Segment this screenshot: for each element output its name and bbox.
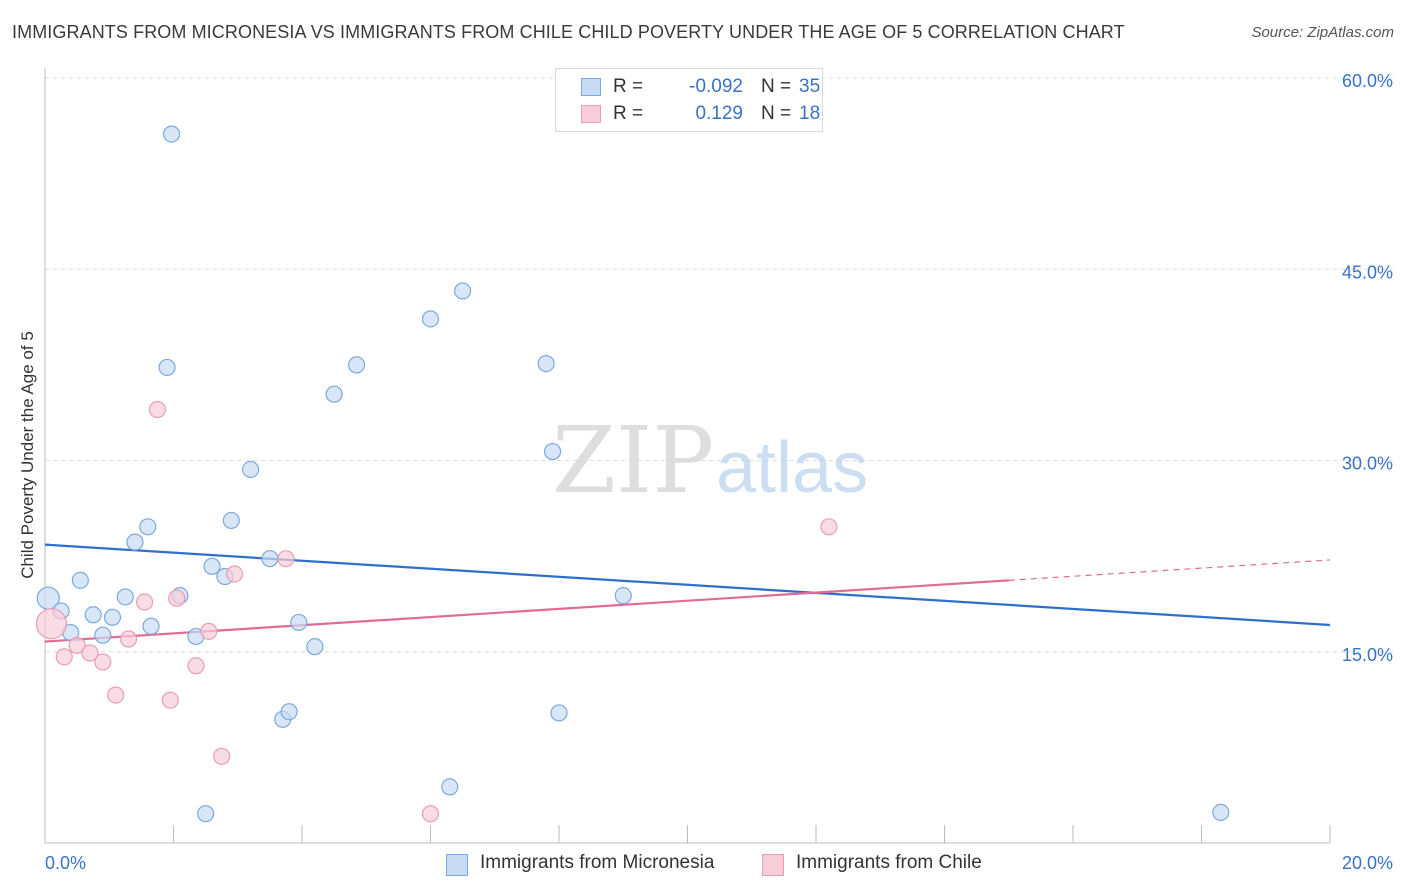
point-micronesia: [1212, 803, 1230, 822]
point-micronesia: [139, 518, 157, 536]
bottom-legend-label: Immigrants from Chile: [796, 852, 982, 873]
point-chile: [148, 400, 167, 419]
bottom-legend-swatch-blue: [446, 854, 468, 876]
watermark: ZIP atlas: [552, 407, 868, 514]
legend-r-label: R =: [613, 103, 644, 124]
point-micronesia: [441, 778, 459, 796]
point-micronesia: [222, 511, 240, 530]
point-micronesia: [261, 550, 279, 568]
point-chile: [225, 565, 244, 583]
legend-r-value: -0.092: [689, 76, 743, 97]
tick-labels: 15.0% 30.0% 45.0% 60.0% 0.0% 20.0%: [45, 71, 1393, 873]
legend-n-label: N =: [761, 76, 792, 97]
point-chile: [213, 747, 231, 765]
point-micronesia: [84, 606, 102, 624]
point-chile: [119, 630, 138, 648]
point-chile: [55, 648, 73, 666]
point-micronesia: [280, 703, 298, 721]
point-chile: [161, 691, 179, 709]
legend-n-value: 35: [799, 76, 821, 97]
point-chile: [200, 622, 218, 640]
watermark-atlas: atlas: [716, 428, 868, 508]
point-micronesia: [126, 533, 144, 551]
point-chile: [94, 653, 112, 671]
watermark-zip: ZIP: [552, 407, 714, 514]
point-chile: [277, 550, 295, 568]
legend-swatch-blue: [581, 78, 601, 96]
stats-legend: R = -0.092 N = 35 R = 0.129 N = 18: [555, 68, 823, 132]
point-micronesia: [71, 571, 89, 589]
y-tick-label: 60.0%: [1342, 71, 1393, 91]
x-tick-label: 20.0%: [1342, 853, 1393, 873]
point-chile: [421, 805, 440, 823]
trend-lines: [44, 543, 1331, 643]
point-micronesia: [94, 626, 112, 644]
point-micronesia: [421, 310, 440, 328]
point-micronesia: [454, 282, 472, 300]
point-micronesia: [203, 557, 221, 575]
axes: [44, 68, 1331, 844]
legend-swatch-pink: [581, 105, 601, 123]
chart-title: IMMIGRANTS FROM MICRONESIA VS IMMIGRANTS…: [12, 22, 1125, 42]
point-micronesia: [543, 442, 562, 461]
x-tick-label: 0.0%: [45, 853, 86, 873]
point-chile: [187, 657, 205, 675]
y-tick-label: 45.0%: [1342, 262, 1393, 282]
point-micronesia: [614, 587, 632, 605]
point-chile: [107, 686, 125, 704]
source-label: Source: ZipAtlas.com: [1251, 24, 1394, 41]
trendline-chile: [1008, 559, 1331, 581]
point-micronesia: [116, 588, 134, 606]
y-tick-label: 30.0%: [1342, 454, 1393, 474]
trendline-micronesia: [44, 543, 1331, 627]
bottom-legend-label: Immigrants from Micronesia: [480, 852, 715, 873]
point-micronesia: [325, 385, 343, 403]
point-micronesia: [103, 608, 122, 626]
point-chile: [68, 636, 86, 654]
point-chile: [135, 593, 154, 611]
y-tick-label: 15.0%: [1342, 645, 1393, 665]
point-micronesia: [197, 805, 215, 823]
point-chile: [35, 608, 68, 640]
point-micronesia: [158, 358, 176, 377]
grid-lines: [45, 77, 1395, 653]
point-chile: [168, 589, 186, 607]
bottom-legend-swatch-pink: [762, 854, 784, 876]
point-micronesia: [162, 125, 181, 143]
data-points: [35, 125, 1230, 823]
point-micronesia: [290, 613, 308, 632]
point-micronesia: [348, 356, 366, 374]
legend-n-label: N =: [761, 103, 792, 124]
point-micronesia: [306, 638, 324, 656]
legend-n-value: 18: [799, 103, 821, 124]
point-micronesia: [142, 617, 160, 635]
point-chile: [820, 518, 838, 536]
point-chile: [81, 644, 99, 662]
legend-r-label: R =: [613, 76, 644, 97]
point-micronesia: [537, 355, 555, 373]
legend-r-value: 0.129: [695, 103, 743, 124]
point-micronesia: [550, 704, 568, 722]
point-micronesia: [242, 460, 260, 479]
